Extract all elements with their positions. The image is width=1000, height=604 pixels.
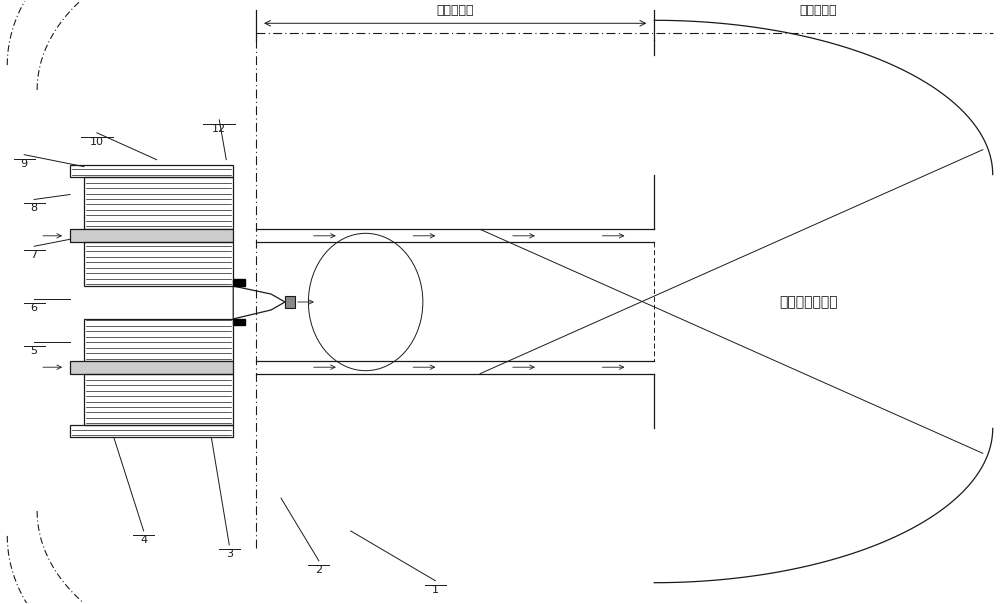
Text: 9: 9 (21, 159, 28, 169)
Text: 一次燃烧区: 一次燃烧区 (436, 4, 474, 17)
Text: 7: 7 (31, 250, 38, 260)
Text: 5: 5 (31, 346, 38, 356)
Text: 氮氧化物还原区: 氮氧化物还原区 (779, 295, 838, 309)
Polygon shape (70, 361, 233, 374)
Text: 8: 8 (31, 204, 38, 213)
Text: 1: 1 (432, 585, 439, 595)
Text: 10: 10 (90, 137, 104, 147)
Polygon shape (233, 319, 245, 325)
Text: 2: 2 (315, 565, 322, 575)
Polygon shape (285, 296, 295, 308)
Polygon shape (70, 230, 233, 242)
Text: 6: 6 (31, 303, 38, 313)
Text: 二次燃烧区: 二次燃烧区 (800, 4, 837, 17)
Text: 12: 12 (212, 124, 226, 134)
Polygon shape (233, 279, 245, 286)
Text: 3: 3 (226, 549, 233, 559)
Text: 4: 4 (140, 535, 147, 545)
